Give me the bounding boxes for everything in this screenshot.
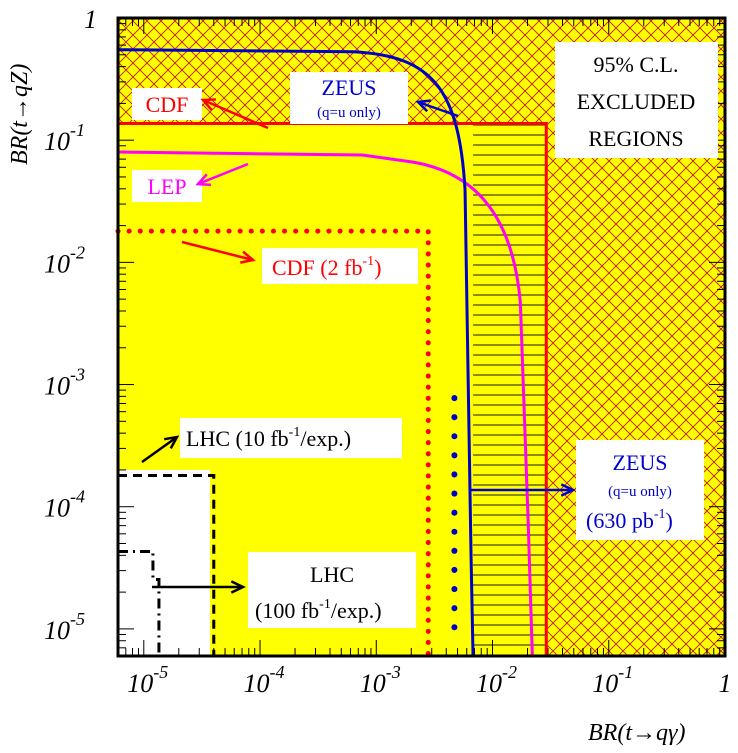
excluded-line3: REGIONS	[588, 126, 683, 151]
zeus-contour	[117, 48, 475, 657]
lhc10-label: LHC (10 fb-1/exp.)	[186, 425, 351, 451]
lhc10-arrow	[141, 435, 180, 464]
lhc10-white-region	[118, 470, 210, 656]
lep-label: LEP	[147, 174, 186, 199]
zeus-right-sub: (q=u only)	[608, 484, 672, 500]
x-tick-label: 10-1	[592, 662, 633, 698]
cdf2-arrow	[181, 240, 256, 264]
curve-layer	[115, 48, 548, 659]
x-tick-label: 1	[719, 669, 732, 698]
label-lhc10: LHC (10 fb-1/exp.)	[180, 418, 402, 458]
cdf-arrow	[200, 98, 269, 130]
zeus-right-arrow	[470, 483, 576, 497]
lhc10-arrow-head	[163, 435, 180, 450]
y-tick-label: 10-1	[44, 120, 85, 156]
zeus-top-arrow-head	[415, 99, 432, 113]
y-tick-label: 10-5	[44, 609, 85, 645]
excluded-line1: 95% C.L.	[594, 52, 679, 77]
lhc100-contour	[118, 549, 161, 656]
crosshatch-region	[118, 18, 725, 656]
cdf2-arrow-head	[240, 250, 256, 264]
lep-arrow-shaft	[197, 162, 249, 186]
lhc100-arrow-head	[230, 580, 246, 594]
zeus-top-arrow	[415, 99, 459, 118]
zeus-hatch-region	[473, 123, 547, 656]
x-tick-label: 10-4	[244, 662, 285, 698]
lep-arrow-head	[195, 173, 212, 187]
lep-arrow	[195, 162, 249, 187]
legend-box-excluded: 95% C.L. EXCLUDED REGIONS	[555, 42, 718, 158]
x-axis-title: BR(t→qγ)	[588, 720, 685, 746]
cdf2-label: CDF (2 fb-1)	[272, 254, 381, 280]
label-cdf: CDF	[132, 88, 202, 120]
zeus-top-label: ZEUS	[322, 75, 377, 100]
label-cdf2: CDF (2 fb-1)	[262, 248, 418, 284]
zeus-top-sub: (q=u only)	[317, 105, 381, 121]
y-tick-label: 1	[84, 5, 97, 34]
cdf2-contour	[115, 228, 431, 659]
cdf-arrow-head	[200, 98, 217, 111]
label-zeus-top: ZEUS (q=u only)	[290, 72, 408, 124]
x-tick-label: 10-5	[127, 662, 168, 698]
y-tick-label: 10-2	[44, 242, 85, 278]
zeus-right-lumi: (630 pb-1)	[586, 507, 673, 533]
lhc100-line1: LHC	[310, 562, 354, 587]
plot-frame	[116, 16, 727, 658]
y-tick-label: 10-4	[44, 487, 85, 523]
y-tick-label: 10-3	[44, 365, 85, 401]
x-tick-label: 10-2	[476, 662, 517, 698]
y-axis-title: BR(t→qZ)	[7, 64, 33, 165]
excluded-line2: EXCLUDED	[577, 89, 696, 114]
cdf-label: CDF	[146, 92, 189, 117]
x-tick-label: 10-3	[360, 662, 401, 698]
cdf-arrow-shaft	[202, 98, 269, 130]
lep-contour	[117, 150, 534, 657]
cdf2-arrow-shaft	[181, 240, 254, 262]
lhc10-arrow-shaft	[141, 435, 178, 464]
label-lep: LEP	[132, 170, 202, 202]
lhc100-line2: (100 fb-1/exp.)	[255, 597, 382, 623]
axis-label-layer: 10-5 10-4 10-3 10-2 10-1 1 10-5 10-4 10-3 10-2 10-…	[44, 5, 732, 698]
arrow-layer	[141, 98, 576, 594]
lhc10-contour	[118, 474, 216, 656]
zeus-right-arrow-head	[560, 483, 576, 497]
lhc100-arrow	[152, 580, 246, 594]
zeus-right-label: ZEUS	[613, 450, 668, 475]
label-lhc100: LHC (100 fb-1/exp.)	[248, 552, 416, 628]
label-zeus-right: ZEUS (q=u only) (630 pb-1)	[576, 440, 704, 540]
cdf-contour	[118, 121, 548, 656]
zeus-top-arrow-shaft	[417, 100, 459, 118]
